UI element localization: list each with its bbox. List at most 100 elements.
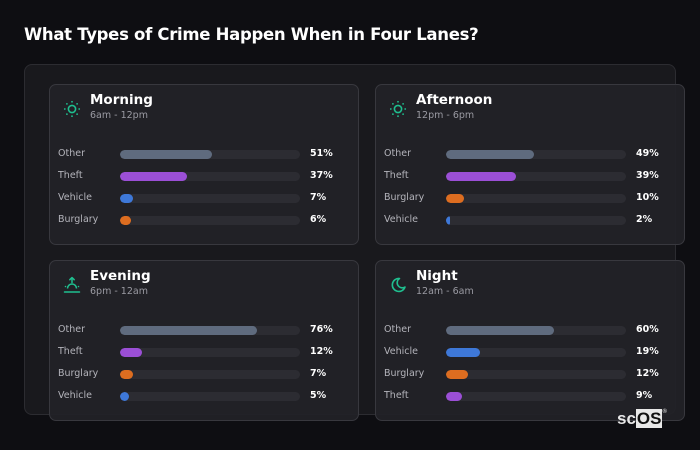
bar-label: Theft (384, 170, 409, 181)
bar-value: 60% (636, 324, 659, 335)
card-time-range: 12pm - 6pm (416, 110, 475, 121)
bar-value: 12% (310, 346, 333, 357)
bar-fill (446, 392, 463, 401)
bar-row: Vehicle 7% (58, 191, 358, 205)
bar-row: Other 76% (58, 323, 358, 337)
bar-track (120, 172, 300, 181)
bar-label: Theft (384, 390, 409, 401)
bar-value: 6% (310, 214, 327, 225)
bar-label: Vehicle (384, 214, 418, 225)
bar-row: Other 60% (384, 323, 684, 337)
scos-logo: scOS® (617, 409, 667, 429)
bar-row: Burglary 10% (384, 191, 684, 205)
bar-label: Theft (58, 170, 83, 181)
bar-track (120, 348, 300, 357)
bar-track (120, 150, 300, 159)
bar-value: 2% (636, 214, 653, 225)
bar-label: Other (384, 324, 411, 335)
bar-value: 12% (636, 368, 659, 379)
bar-track (446, 194, 626, 203)
card-night: Night 12am - 6am Other 60% Vehicle 19% Bur… (375, 260, 685, 421)
card-time-range: 12am - 6am (416, 286, 474, 297)
card-title: Morning (90, 92, 153, 108)
bar-label: Burglary (384, 368, 425, 379)
bar-label: Burglary (58, 368, 99, 379)
bar-fill (446, 326, 554, 335)
bar-fill (446, 370, 468, 379)
bar-fill (120, 150, 212, 159)
sunset-icon (63, 276, 81, 293)
bar-row: Theft 39% (384, 169, 684, 183)
bar-value: 51% (310, 148, 333, 159)
bar-track (120, 326, 300, 335)
bar-fill (120, 370, 133, 379)
logo-os: OS (635, 409, 663, 428)
bar-fill (120, 348, 142, 357)
bar-track (446, 150, 626, 159)
bar-fill (120, 392, 129, 401)
bar-label: Burglary (384, 192, 425, 203)
bar-label: Other (58, 148, 85, 159)
card-title: Evening (90, 268, 151, 284)
bar-track (446, 348, 626, 357)
bar-row: Vehicle 19% (384, 345, 684, 359)
bar-value: 7% (310, 192, 327, 203)
bar-value: 10% (636, 192, 659, 203)
bar-label: Burglary (58, 214, 99, 225)
bar-fill (120, 194, 133, 203)
sun-icon (63, 100, 81, 118)
bar-track (120, 392, 300, 401)
bar-value: 76% (310, 324, 333, 335)
bar-fill (446, 348, 481, 357)
bar-fill (120, 326, 257, 335)
card-title: Afternoon (416, 92, 493, 108)
logo-registered: ® (662, 409, 667, 415)
bar-row: Vehicle 2% (384, 213, 684, 227)
card-evening: Evening 6pm - 12am Other 76% Theft 12% Bur… (49, 260, 359, 421)
bar-value: 19% (636, 346, 659, 357)
bar-track (446, 370, 626, 379)
bar-track (446, 172, 626, 181)
bar-value: 39% (636, 170, 659, 181)
bar-label: Other (58, 324, 85, 335)
moon-icon (391, 277, 406, 293)
card-afternoon: Afternoon 12pm - 6pm Other 49% Theft 39% B… (375, 84, 685, 245)
bar-track (120, 216, 300, 225)
bar-row: Theft 12% (58, 345, 358, 359)
card-time-range: 6pm - 12am (90, 286, 148, 297)
bar-track (446, 216, 626, 225)
logo-sc: sc (617, 409, 636, 428)
bar-value: 9% (636, 390, 653, 401)
bar-fill (446, 172, 517, 181)
bar-label: Vehicle (58, 192, 92, 203)
bar-label: Other (384, 148, 411, 159)
bar-fill (120, 172, 187, 181)
bar-label: Theft (58, 346, 83, 357)
bar-row: Theft 9% (384, 389, 684, 403)
bar-value: 37% (310, 170, 333, 181)
bar-value: 7% (310, 368, 327, 379)
bar-value: 5% (310, 390, 327, 401)
bar-row: Burglary 7% (58, 367, 358, 381)
bar-fill (446, 194, 464, 203)
card-time-range: 6am - 12pm (90, 110, 148, 121)
bar-row: Theft 37% (58, 169, 358, 183)
bar-row: Other 51% (58, 147, 358, 161)
bar-fill (120, 216, 131, 225)
bar-label: Vehicle (58, 390, 92, 401)
card-title: Night (416, 268, 458, 284)
card-morning: Morning 6am - 12pm Other 51% Theft 37% Veh… (49, 84, 359, 245)
bar-track (120, 370, 300, 379)
bar-track (120, 194, 300, 203)
bar-row: Burglary 6% (58, 213, 358, 227)
bar-fill (446, 216, 450, 225)
sun-icon (389, 100, 407, 118)
page-title: What Types of Crime Happen When in Four … (24, 25, 479, 44)
bar-label: Vehicle (384, 346, 418, 357)
bar-value: 49% (636, 148, 659, 159)
bar-row: Vehicle 5% (58, 389, 358, 403)
bar-fill (446, 150, 535, 159)
bar-track (446, 326, 626, 335)
bar-row: Other 49% (384, 147, 684, 161)
bar-row: Burglary 12% (384, 367, 684, 381)
